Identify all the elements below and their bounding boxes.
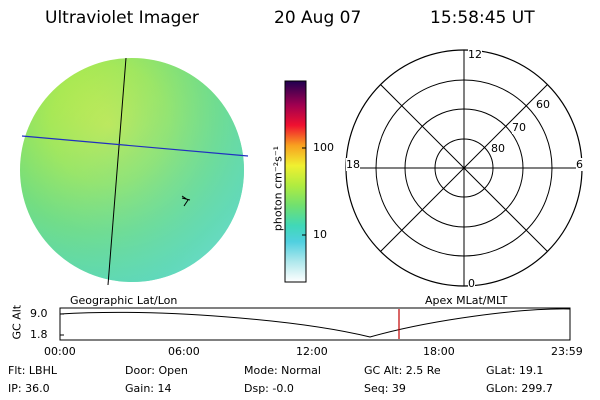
colorbar — [284, 80, 307, 283]
mlat-label-70: 70 — [512, 121, 526, 134]
date-label: 20 Aug 07 — [274, 8, 362, 28]
info-mode: Mode: Normal — [244, 364, 321, 377]
info-glon: GLon: 299.7 — [486, 382, 553, 395]
info-glat: GLat: 19.1 — [486, 364, 544, 377]
info-gain: Gain: 14 — [125, 382, 172, 395]
meridian-line — [107, 57, 127, 286]
ytick-1-8: 1.8 — [30, 328, 48, 341]
mlt-label-18: 18 — [346, 158, 360, 171]
info-dsp: Dsp: -0.0 — [244, 382, 294, 395]
altitude-curve — [59, 308, 571, 338]
app-title: Ultraviolet Imager — [45, 8, 199, 28]
geographic-label: Geographic Lat/Lon — [70, 294, 178, 307]
apex-label: Apex MLat/MLT — [425, 294, 508, 307]
xtick-0000: 00:00 — [44, 345, 76, 358]
info-filter: Flt: LBHL — [8, 364, 57, 377]
colorbar-label: photon cm⁻²s⁻¹ — [271, 145, 285, 232]
location-marker-icon — [181, 195, 191, 207]
mlt-label-12: 12 — [468, 48, 482, 61]
xtick-1200: 12:00 — [296, 345, 328, 358]
colorbar-tick-100: 100 — [313, 141, 334, 154]
mlat-label-60: 60 — [536, 98, 550, 111]
mlt-label-6: 6 — [576, 158, 583, 171]
orbit-timeline — [59, 307, 571, 341]
polar-plot — [345, 49, 583, 287]
uv-image-panel — [20, 57, 249, 286]
mlt-label-0: 0 — [468, 277, 475, 290]
info-door: Door: Open — [125, 364, 188, 377]
xtick-0600: 06:00 — [168, 345, 200, 358]
earth-disk-shading — [20, 58, 244, 282]
info-gc-alt: GC Alt: 2.5 Re — [364, 364, 441, 377]
ytick-9: 9.0 — [30, 307, 48, 320]
mlat-label-80: 80 — [491, 142, 505, 155]
time-label: 15:58:45 UT — [430, 8, 535, 28]
info-seq: Seq: 39 — [364, 382, 406, 395]
colorbar-tick-10: 10 — [313, 228, 327, 241]
latitude-line — [21, 135, 249, 157]
info-ip: IP: 36.0 — [8, 382, 50, 395]
xtick-1800: 18:00 — [423, 345, 455, 358]
xtick-2359: 23:59 — [551, 345, 583, 358]
timeline-ylabel: GC Alt — [10, 304, 24, 340]
